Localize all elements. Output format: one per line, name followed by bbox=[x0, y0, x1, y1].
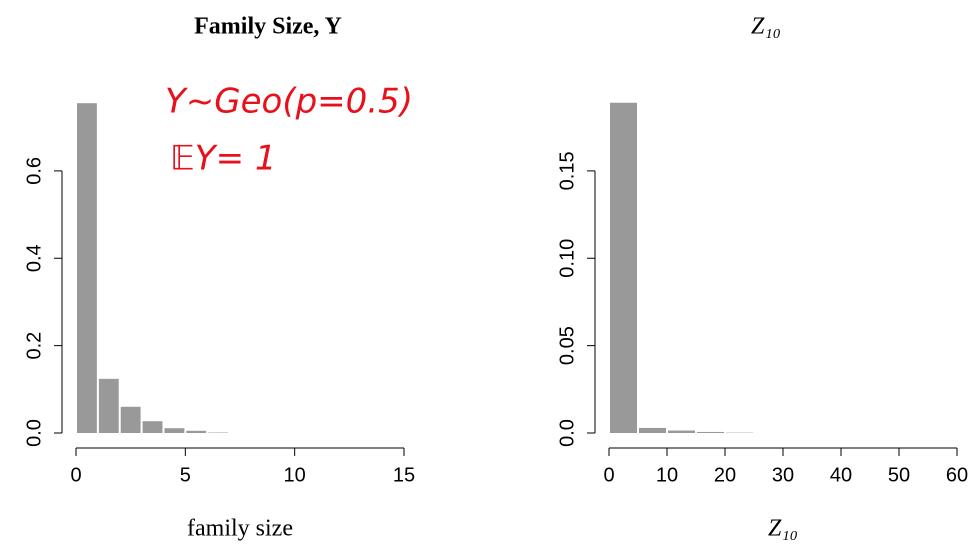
x-tick-label: 50 bbox=[888, 464, 910, 486]
y-tick-label: 0.10 bbox=[556, 239, 578, 278]
y-tick-label: 0.05 bbox=[556, 326, 578, 365]
y-tick-label: 0.6 bbox=[23, 157, 45, 185]
x-tick-label: 60 bbox=[946, 464, 968, 486]
y-tick-label: 0.2 bbox=[23, 332, 45, 360]
x-tick-label: 10 bbox=[284, 464, 306, 486]
bar bbox=[639, 427, 666, 433]
y-tick-label: 0.0 bbox=[23, 419, 45, 447]
annotation: Y~Geo(p=0.5) bbox=[165, 82, 413, 122]
bar bbox=[697, 431, 724, 433]
x-tick-label: 20 bbox=[714, 464, 736, 486]
x-tick-label: 10 bbox=[656, 464, 678, 486]
x-tick-label: 15 bbox=[393, 464, 415, 486]
bar bbox=[186, 430, 207, 433]
bar bbox=[142, 421, 163, 433]
bar bbox=[610, 102, 637, 433]
bar bbox=[120, 406, 141, 433]
bar bbox=[77, 103, 97, 434]
annotation: 𝔼Y= 1 bbox=[170, 139, 277, 179]
x-tick-label: 40 bbox=[830, 464, 852, 486]
bar bbox=[668, 430, 695, 433]
y-tick-label: 0.15 bbox=[556, 151, 578, 190]
x-axis-label: family size bbox=[187, 516, 293, 542]
x-tick-label: 30 bbox=[772, 464, 794, 486]
x-tick-label: 5 bbox=[180, 464, 191, 486]
bar bbox=[164, 428, 185, 433]
bar bbox=[98, 378, 119, 433]
chart-title: Family Size, Y bbox=[194, 14, 342, 40]
chart-title: Z₁₀ bbox=[751, 14, 781, 40]
y-tick-label: 0.0 bbox=[556, 419, 578, 447]
y-tick-label: 0.4 bbox=[23, 244, 45, 272]
x-tick-label: 0 bbox=[603, 464, 614, 486]
x-tick-label: 0 bbox=[70, 464, 81, 486]
x-axis-label: Z₁₀ bbox=[768, 516, 798, 542]
